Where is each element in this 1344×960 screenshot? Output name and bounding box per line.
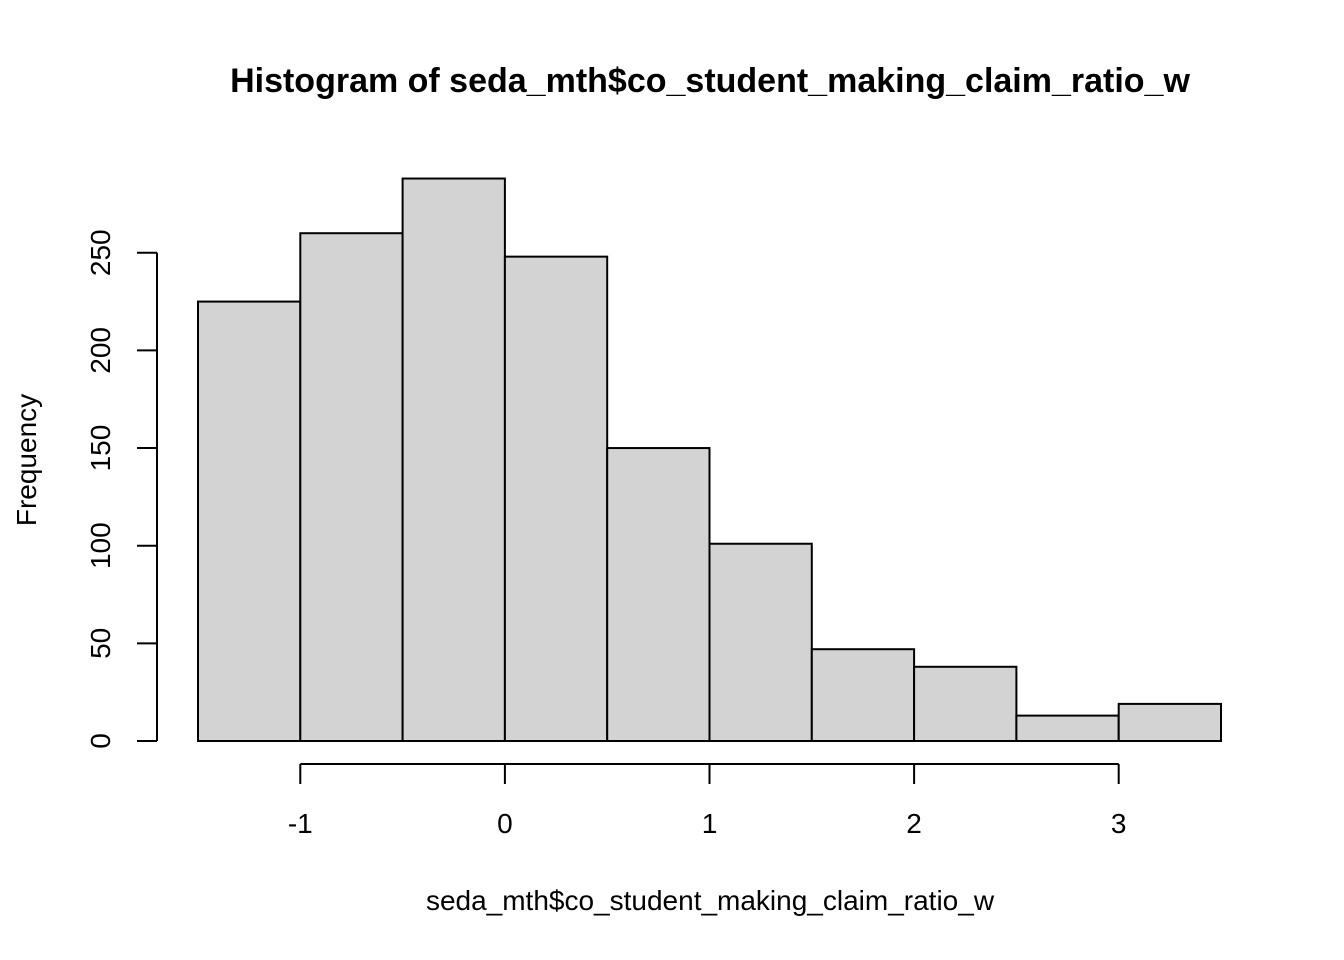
- histogram-bars: [197, 177, 1222, 743]
- y-tick-label: 200: [85, 327, 116, 374]
- x-tick-label: 3: [1111, 808, 1127, 839]
- x-tick-label: 1: [702, 808, 718, 839]
- x-tick-label: 2: [906, 808, 922, 839]
- histogram-bar: [503, 255, 609, 742]
- chart-title: Histogram of seda_mth$co_student_making_…: [230, 62, 1190, 100]
- x-axis-title: seda_mth$co_student_making_claim_ratio_w: [426, 885, 995, 916]
- histogram-bar: [299, 232, 404, 742]
- y-tick-label: 0: [85, 733, 116, 749]
- y-tick-label: 150: [85, 425, 116, 472]
- histogram-bar: [810, 648, 916, 742]
- histogram-bar: [913, 665, 1018, 743]
- x-tick-label: -1: [288, 808, 313, 839]
- x-tick-label: 0: [497, 808, 513, 839]
- y-tick-label: 50: [85, 628, 116, 659]
- y-tick-label: 250: [85, 229, 116, 276]
- y-axis: 0 50 100 150 200 250: [85, 229, 158, 749]
- histogram-bar: [1015, 714, 1120, 743]
- histogram-bar: [708, 542, 813, 743]
- y-tick-label: 100: [85, 522, 116, 569]
- x-axis: -1 0 1 2 3: [288, 763, 1127, 839]
- y-axis-title: Frequency: [11, 394, 42, 526]
- histogram-bar: [1117, 702, 1222, 743]
- histogram-bar: [606, 447, 711, 742]
- histogram-bar: [197, 300, 302, 742]
- histogram-bar: [401, 177, 506, 742]
